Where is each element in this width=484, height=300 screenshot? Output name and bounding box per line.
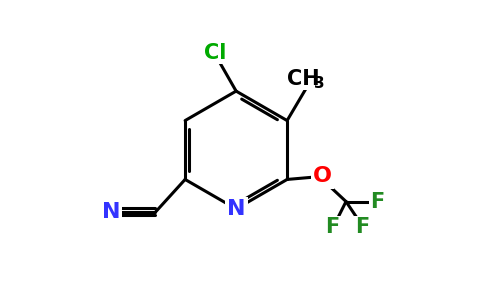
Text: F: F (355, 217, 369, 237)
Text: N: N (102, 202, 120, 222)
Text: O: O (313, 167, 332, 187)
Text: F: F (326, 217, 340, 237)
Text: Cl: Cl (204, 43, 227, 63)
Text: CH: CH (287, 69, 319, 89)
Text: 3: 3 (314, 76, 325, 91)
Text: N: N (227, 199, 245, 219)
Text: F: F (370, 191, 384, 212)
